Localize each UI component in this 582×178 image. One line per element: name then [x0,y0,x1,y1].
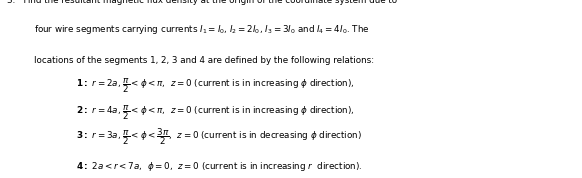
Text: $\mathbf{3:}$ $r = 3a$, $\dfrac{\pi}{2} < \phi < \dfrac{3\pi}{2}$,  $z = 0$ (cur: $\mathbf{3:}$ $r = 3a$, $\dfrac{\pi}{2} … [76,126,361,147]
Text: $\mathbf{4:}$ $2a < r < 7a$,  $\phi = 0$,  $z = 0$ (current is in increasing $r$: $\mathbf{4:}$ $2a < r < 7a$, $\phi = 0$,… [76,160,362,173]
Text: $\mathbf{2:}$ $r = 4a$, $\dfrac{\pi}{2} < \phi < \pi$,  $z = 0$ (current is in i: $\mathbf{2:}$ $r = 4a$, $\dfrac{\pi}{2} … [76,103,354,122]
Text: four wire segments carrying currents $I_1 = I_0$, $I_2 = 2I_0$, $I_3 = 3I_0$ and: four wire segments carrying currents $I_… [34,23,370,36]
Text: $\mathbf{1:}$ $r = 2a$, $\dfrac{\pi}{2} < \phi < \pi$,  $z = 0$ (current is in i: $\mathbf{1:}$ $r = 2a$, $\dfrac{\pi}{2} … [76,77,354,95]
Text: 3.   Find the resultant magnetic flux density at the origin of the coordinate sy: 3. Find the resultant magnetic flux dens… [7,0,397,5]
Text: locations of the segments 1, 2, 3 and 4 are defined by the following relations:: locations of the segments 1, 2, 3 and 4 … [34,56,374,65]
